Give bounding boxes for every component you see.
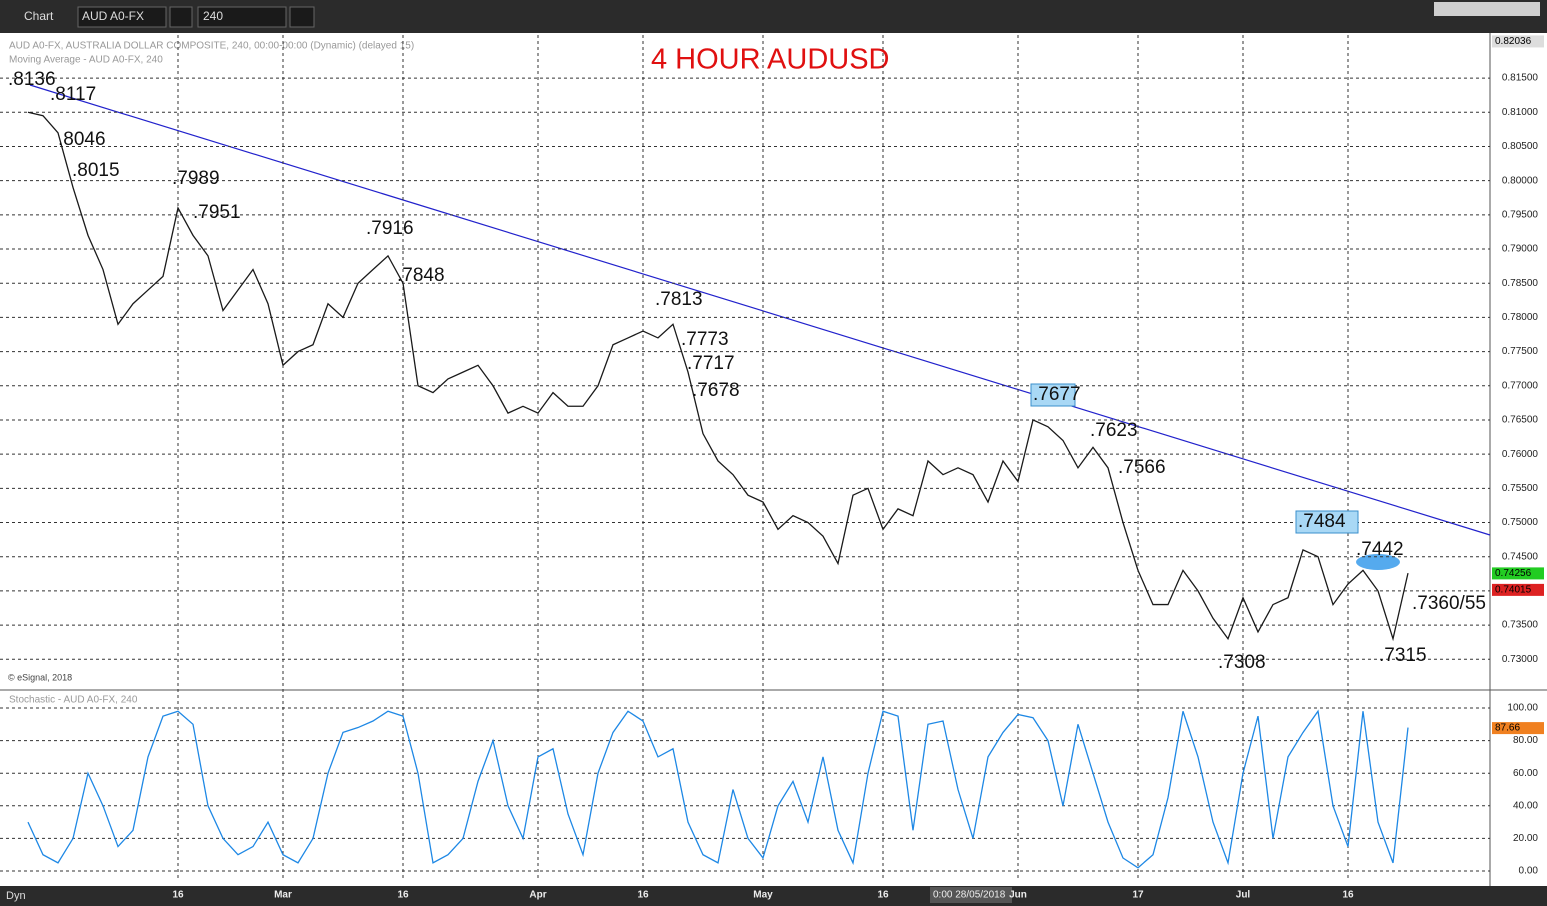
- chart-area: [0, 33, 1547, 886]
- y-tick-label: 0.78000: [1502, 312, 1539, 323]
- y-tick-label: 0.76500: [1502, 415, 1539, 426]
- price-tag-label: 0.74256: [1495, 568, 1532, 579]
- annotation-box: [1295, 510, 1359, 534]
- x-tick-label: 17: [1132, 890, 1144, 901]
- y-tick-label: 0.76000: [1502, 449, 1539, 460]
- price-tag-label: 87.66: [1495, 723, 1520, 734]
- annotation: .8015: [72, 160, 120, 181]
- annotation: .7308: [1218, 652, 1266, 673]
- annotation: .7916: [366, 218, 414, 239]
- price-tag-label: 0.82036: [1495, 36, 1532, 47]
- y-tick-label: 0.79000: [1502, 244, 1539, 255]
- x-tick-label: 16: [1342, 890, 1354, 901]
- annotation: .7717: [687, 353, 735, 374]
- y-tick-label: 0.74500: [1502, 551, 1539, 562]
- y-tick-label: 0.79500: [1502, 209, 1539, 220]
- highlight-ellipse: [1356, 554, 1400, 570]
- interval[interactable]: 240: [203, 9, 223, 23]
- y-tick-label: 0.73000: [1502, 654, 1539, 665]
- series-line: [27, 709, 1409, 869]
- trend-line: [29, 84, 1491, 536]
- x-tick-label: Mar: [274, 890, 292, 901]
- annotation: .7442: [1356, 539, 1404, 560]
- annotation: .8117: [50, 84, 96, 105]
- y-tick-label: 0.80000: [1502, 175, 1539, 186]
- annotation: .7677: [1033, 384, 1081, 405]
- annotation: .7315: [1379, 645, 1427, 666]
- price-tag-label: 0.74015: [1495, 585, 1532, 596]
- price-tag: [1492, 722, 1544, 735]
- y-tick-label: 0.81500: [1502, 73, 1539, 84]
- x-tick-label: Jun: [1009, 890, 1027, 901]
- y-tick-label: 0.75000: [1502, 517, 1539, 528]
- status-bar: [0, 886, 1547, 906]
- symbol-box[interactable]: [77, 6, 167, 28]
- y-tick-label: 0.81000: [1502, 107, 1539, 118]
- annotation: .7848: [397, 265, 445, 286]
- y-tick-label: 20.00: [1513, 833, 1538, 844]
- mode: Dyn: [6, 890, 26, 902]
- annotation: .7813: [655, 289, 703, 310]
- y-tick-label: 0.80500: [1502, 141, 1539, 152]
- annotation-box: [1030, 383, 1076, 407]
- y-tick-label: 0.78500: [1502, 278, 1539, 289]
- annotation: .7623: [1090, 420, 1138, 441]
- cursor-tag: [930, 887, 1012, 903]
- annotation: .8136: [8, 69, 56, 90]
- symbol[interactable]: AUD A0-FX: [82, 9, 144, 23]
- y-tick-label: 0.73500: [1502, 620, 1539, 631]
- time-button[interactable]: [289, 6, 315, 28]
- y-tick-label: 40.00: [1513, 800, 1538, 811]
- window-controls[interactable]: [1434, 2, 1540, 16]
- y-tick-label: 0.77500: [1502, 346, 1539, 357]
- price-tag: [1492, 35, 1544, 48]
- annotation: .7989: [172, 168, 220, 189]
- study-label: Moving Average - AUD A0-FX, 240: [9, 55, 163, 66]
- annotation: .7951: [193, 202, 241, 223]
- watermark: © eSignal, 2018: [8, 672, 72, 682]
- y-tick-label: 0.00: [1519, 866, 1539, 877]
- x-tick-label: May: [753, 890, 773, 901]
- price-tag: [1492, 567, 1544, 580]
- series-line: [27, 111, 1409, 642]
- annotation: .7678: [692, 380, 740, 401]
- y-tick-label: 100.00: [1507, 703, 1538, 714]
- settings-button[interactable]: [169, 6, 193, 28]
- x-tick-label: 16: [172, 890, 184, 901]
- annotation: .7360/55: [1412, 593, 1486, 614]
- y-tick-label: 0.75500: [1502, 483, 1539, 494]
- price-tag: [1492, 583, 1544, 596]
- x-tick-label: 16: [877, 890, 889, 901]
- x-tick-label: Apr: [529, 890, 546, 901]
- annotation: .7773: [681, 329, 729, 350]
- y-tick-label: 60.00: [1513, 768, 1538, 779]
- annotation: .7566: [1118, 457, 1166, 478]
- y-tick-label: 0.77000: [1502, 380, 1539, 391]
- annotation: .7484: [1298, 511, 1346, 532]
- interval-box[interactable]: [197, 6, 287, 28]
- y-tick-label: 80.00: [1513, 735, 1538, 746]
- annotation: .8046: [58, 129, 106, 150]
- x-tick-label: Jul: [1236, 890, 1251, 901]
- chart-title: 4 HOUR AUDUSD: [651, 44, 890, 76]
- x-tick-label: 16: [397, 890, 409, 901]
- stochastic-label: Stochastic - AUD A0-FX, 240: [9, 695, 138, 706]
- cursor-time: 0:00 28/05/2018: [933, 890, 1006, 901]
- chart-subtitle: AUD A0-FX, AUSTRALIA DOLLAR COMPOSITE, 2…: [9, 41, 414, 52]
- x-tick-label: 16: [637, 890, 649, 901]
- window-title: Chart: [24, 9, 54, 23]
